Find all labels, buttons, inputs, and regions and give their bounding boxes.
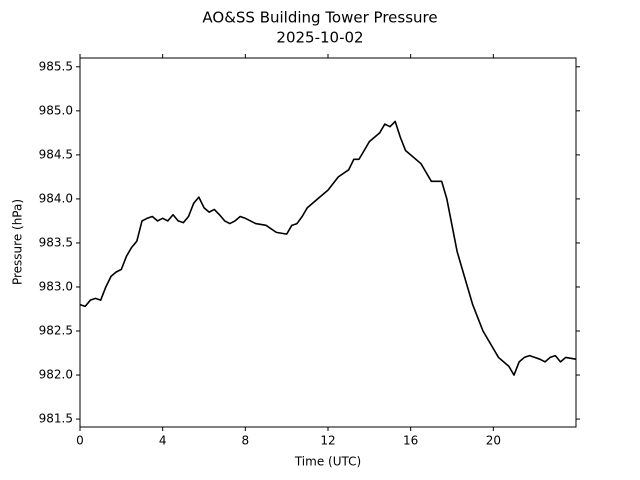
- x-tick-label: 20: [486, 434, 501, 448]
- y-tick-label: 982.5: [39, 324, 73, 338]
- y-tick-label: 983.5: [39, 235, 73, 249]
- y-axis-label: Pressure (hPa): [11, 199, 25, 285]
- chart-title: AO&SS Building Tower Pressure: [202, 9, 437, 27]
- x-axis-label: Time (UTC): [294, 455, 361, 469]
- x-tick-label: 0: [76, 434, 84, 448]
- plot-frame: [79, 57, 577, 428]
- y-tick-label: 984.0: [39, 191, 73, 205]
- y-tick-label: 982.0: [39, 368, 73, 382]
- x-tick-label: 16: [403, 434, 418, 448]
- x-tick-label: 12: [320, 434, 335, 448]
- y-tick-label: 984.5: [39, 147, 73, 161]
- y-tick-label: 985.0: [39, 103, 73, 117]
- y-tick-label: 983.0: [39, 279, 73, 293]
- pressure-line: [79, 120, 577, 376]
- x-tick-label: 4: [159, 434, 167, 448]
- y-tick-label: 981.5: [39, 412, 73, 426]
- chart-subtitle: 2025-10-02: [276, 29, 363, 47]
- y-tick-label: 985.5: [39, 59, 73, 73]
- x-tick-label: 8: [242, 434, 250, 448]
